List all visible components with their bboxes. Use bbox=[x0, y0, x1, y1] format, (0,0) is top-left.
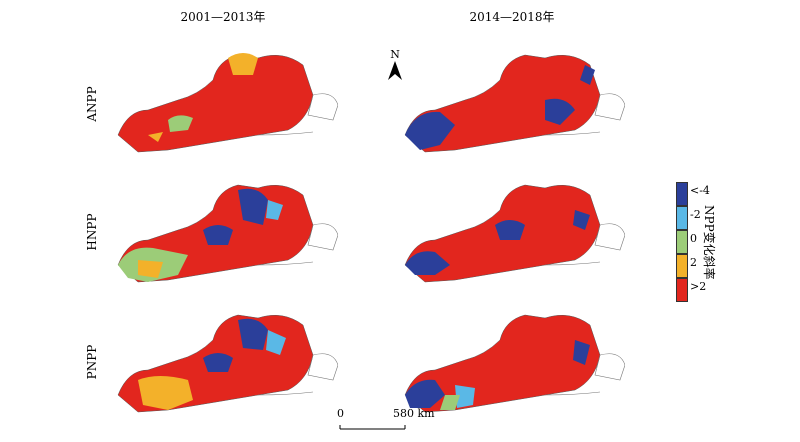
row-label-anpp: ANPP bbox=[85, 86, 99, 122]
legend-swatch-0 bbox=[676, 230, 688, 254]
legend-label-lt-neg4: <-4 bbox=[690, 184, 710, 197]
legend-label-2: 2 bbox=[690, 256, 697, 269]
north-label: N bbox=[390, 48, 400, 61]
map-pnpp-2014-2018 bbox=[404, 314, 625, 413]
north-arrow: N bbox=[387, 48, 403, 84]
legend-swatch-2 bbox=[676, 254, 688, 278]
legend: <-4 -2 0 2 >2 bbox=[676, 182, 710, 302]
legend-label-gt2: >2 bbox=[690, 280, 707, 293]
scale-start-label: 0 bbox=[337, 407, 344, 420]
scale-bar-line bbox=[339, 425, 406, 430]
map-hnpp-2001-2013 bbox=[117, 184, 338, 283]
row-label-pnpp: PNPP bbox=[85, 344, 99, 380]
legend-label-0: 0 bbox=[690, 232, 697, 245]
north-arrow-icon bbox=[388, 61, 402, 80]
legend-swatch-lt-neg4 bbox=[676, 182, 688, 206]
map-anpp-2001-2013 bbox=[117, 53, 338, 153]
column-title-2001-2013: 2001—2013年 bbox=[180, 10, 266, 24]
legend-label-neg2: -2 bbox=[690, 208, 701, 221]
row-label-hnpp: HNPP bbox=[85, 213, 99, 251]
scale-bar: 0 580 km bbox=[335, 407, 455, 437]
scale-end-label: 580 km bbox=[393, 407, 435, 420]
legend-swatch-gt2 bbox=[676, 278, 688, 302]
map-hnpp-2014-2018 bbox=[404, 184, 625, 283]
map-pnpp-2001-2013 bbox=[117, 314, 338, 413]
legend-title: NPP变化斜率 bbox=[702, 205, 716, 280]
map-anpp-2014-2018 bbox=[404, 54, 625, 153]
legend-swatch-neg2 bbox=[676, 206, 688, 230]
column-title-2014-2018: 2014—2018年 bbox=[469, 10, 555, 24]
